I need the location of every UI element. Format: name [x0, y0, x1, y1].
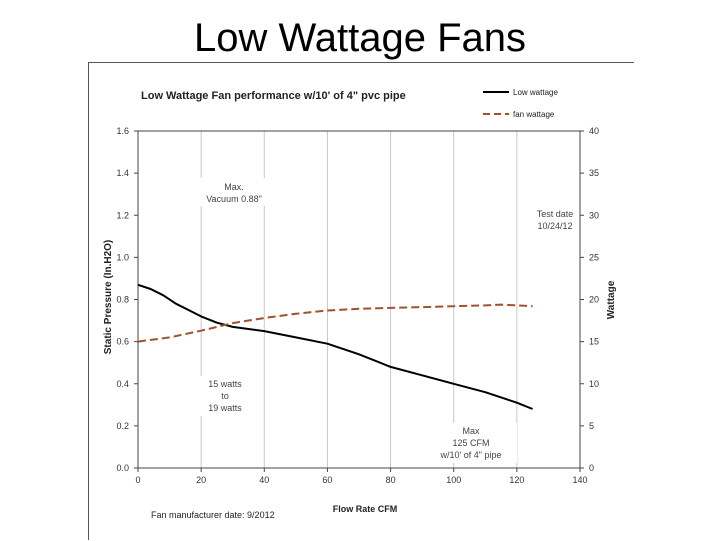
y-left-tick-label: 1.4 [116, 168, 129, 178]
y-left-axis-label: Static Pressure (In.H2O) [103, 240, 114, 354]
annotation-test-date: Test date 10/24/12 [529, 204, 579, 234]
y-right-tick-label: 40 [589, 126, 599, 136]
y-right-tick-label: 25 [589, 252, 599, 262]
y-right-tick-label: 5 [589, 421, 594, 431]
y-left-tick-label: 1.6 [116, 126, 129, 136]
x-tick-label: 40 [259, 475, 269, 485]
x-tick-label: 100 [446, 475, 461, 485]
x-tick-label: 20 [196, 475, 206, 485]
annotation-watts-range-line1: 15 watts [208, 379, 242, 389]
series-layer [137, 283, 533, 410]
annotation-watts-range-line2: to [221, 391, 229, 401]
legend: Low wattage fan wattage [483, 88, 558, 119]
annotation-max-cfm-line3: w/10' of 4" pipe [440, 450, 502, 460]
chart-frame: Low Wattage Fan performance w/10' of 4" … [88, 62, 634, 540]
series-line-fan-wattage [137, 303, 533, 343]
y-left-tick-label: 1.2 [116, 210, 129, 220]
y-left-tick-label: 0.6 [116, 337, 129, 347]
y-right-tick-label: 20 [589, 295, 599, 305]
y-left-tick-label: 0.8 [116, 295, 129, 305]
x-tick-label: 0 [135, 475, 140, 485]
chart-title: Low Wattage Fan performance w/10' of 4" … [141, 90, 406, 102]
annotation-max-cfm-line2: 125 CFM [452, 438, 489, 448]
manufacturer-date-note: Fan manufacturer date: 9/2012 [151, 510, 275, 520]
x-tick-label: 80 [386, 475, 396, 485]
y-right-tick-label: 35 [589, 168, 599, 178]
x-tick-label: 60 [322, 475, 332, 485]
y-right-tick-label: 0 [589, 463, 594, 473]
y-left-tick-label: 0.2 [116, 421, 129, 431]
legend-label-low-wattage: Low wattage [513, 88, 558, 97]
x-axis-label: Flow Rate CFM [333, 504, 398, 514]
annotation-watts-range: 15 watts to 19 watts [199, 376, 251, 416]
y-left-tick-label: 1.0 [116, 252, 129, 262]
legend-label-fan-wattage: fan wattage [513, 110, 555, 119]
annotation-max-vacuum-line2: Vacuum 0.88" [206, 194, 262, 204]
chart: Low Wattage Fan performance w/10' of 4" … [103, 88, 617, 520]
y-right-axis-label: Wattage [606, 280, 617, 319]
series-line-low-wattage [137, 283, 533, 410]
annotation-watts-range-line3: 19 watts [208, 403, 242, 413]
ticks-layer: 0 20 40 60 80 100 120 1400.00.20.40.60.81.01.21… [116, 126, 599, 485]
x-tick-label: 120 [509, 475, 524, 485]
y-left-tick-label: 0.0 [116, 463, 129, 473]
y-left-tick-label: 0.4 [116, 379, 129, 389]
slide-title: Low Wattage Fans [193, 16, 526, 60]
annotation-max-vacuum-line1: Max. [224, 182, 244, 192]
y-right-tick-label: 10 [589, 379, 599, 389]
annotation-test-date-line1: Test date [537, 209, 574, 219]
annotation-max-cfm: Max 125 CFM w/10' of 4" pipe [429, 423, 517, 463]
annotation-test-date-line2: 10/24/12 [537, 221, 572, 231]
x-tick-label: 140 [572, 475, 587, 485]
y-right-tick-label: 30 [589, 210, 599, 220]
annotation-max-vacuum: Max. Vacuum 0.88" [197, 178, 279, 206]
annotation-max-cfm-line1: Max [462, 426, 480, 436]
y-right-tick-label: 15 [589, 337, 599, 347]
